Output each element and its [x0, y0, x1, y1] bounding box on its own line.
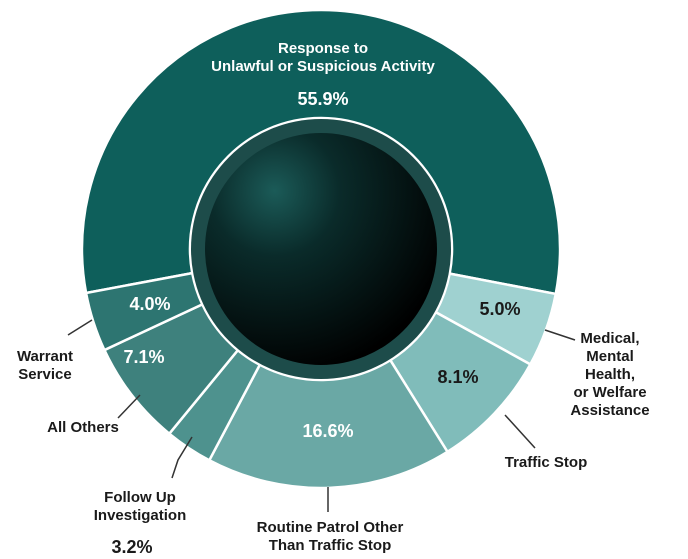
value-label: 16.6%: [302, 421, 354, 442]
value-label: 3.2%: [111, 537, 153, 558]
leader-line: [171, 436, 193, 479]
leader-line: [117, 394, 141, 419]
value-label: 4.0%: [129, 294, 171, 315]
category-label: Warrant Service: [16, 348, 74, 383]
leader-line: [544, 329, 576, 341]
center-sphere: [205, 133, 437, 365]
category-label: Response to Unlawful or Suspicious Activ…: [211, 40, 435, 75]
donut-segment: [80, 8, 562, 296]
category-label: Follow Up Investigation: [93, 489, 187, 524]
leader-line: [504, 414, 536, 449]
category-label: All Others: [47, 419, 119, 436]
donut-segment: [207, 358, 450, 490]
donut-segment: [84, 271, 204, 352]
value-label: 8.1%: [437, 367, 479, 388]
value-label: 7.1%: [123, 347, 165, 368]
category-label: Routine Patrol Other Than Traffic Stop: [256, 519, 404, 554]
value-label: 55.9%: [297, 89, 349, 110]
leader-line: [67, 319, 93, 336]
category-label: Traffic Stop: [504, 454, 588, 471]
category-label: Medical, Mental Health, or Welfare Assis…: [570, 330, 650, 419]
value-label: 5.0%: [479, 299, 521, 320]
